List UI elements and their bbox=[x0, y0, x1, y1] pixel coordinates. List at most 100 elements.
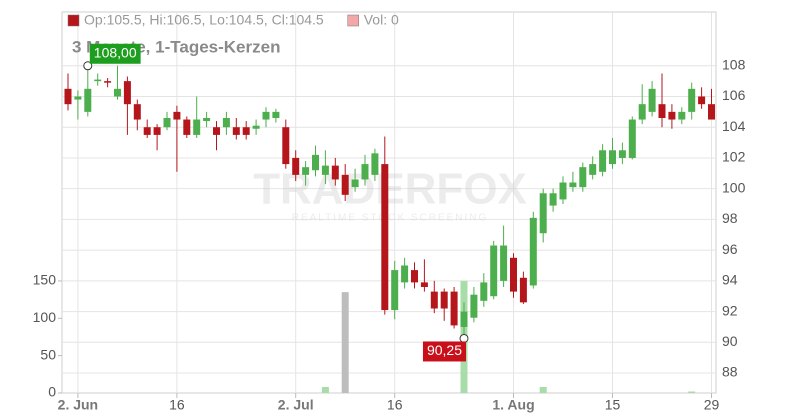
candle-body bbox=[708, 104, 715, 120]
candle-body bbox=[183, 119, 191, 135]
candle-body bbox=[688, 88, 696, 112]
x-tick-label: 16 bbox=[387, 397, 403, 413]
annotation-box bbox=[422, 341, 466, 362]
candle-body bbox=[430, 291, 438, 309]
x-tick-label: 1. Aug bbox=[492, 397, 534, 413]
candle-body bbox=[549, 193, 557, 206]
x-tick-label: 15 bbox=[605, 397, 621, 413]
volume-bar bbox=[321, 387, 329, 393]
y-tick-label: 94 bbox=[722, 272, 738, 288]
candle-body bbox=[668, 111, 676, 120]
candle-body bbox=[460, 311, 468, 327]
candle-body bbox=[529, 217, 537, 286]
legend-label: Vol: 0 bbox=[364, 12, 399, 28]
candle-body bbox=[440, 291, 448, 309]
candle-body bbox=[480, 282, 488, 301]
candle-body bbox=[381, 164, 389, 311]
y2-tick-label: 50 bbox=[40, 346, 56, 362]
y-tick-label: 108 bbox=[722, 56, 746, 72]
candle-body bbox=[411, 270, 418, 283]
candle-body bbox=[94, 79, 102, 82]
candle-body bbox=[232, 127, 240, 135]
candle-body bbox=[104, 81, 112, 83]
candle-body bbox=[539, 193, 547, 234]
candle-body bbox=[64, 88, 72, 105]
candle-body bbox=[193, 119, 201, 135]
candle-body bbox=[361, 164, 369, 180]
candle-body bbox=[579, 167, 587, 188]
annotation-label: 108,00 bbox=[94, 44, 137, 60]
y2-tick-label: 150 bbox=[33, 272, 57, 288]
grid bbox=[62, 12, 716, 393]
candle-body bbox=[331, 165, 339, 180]
candle-body bbox=[589, 164, 597, 175]
candle-body bbox=[242, 127, 250, 135]
candle-body bbox=[391, 270, 399, 311]
candle-body bbox=[678, 111, 686, 120]
candle-body bbox=[490, 245, 498, 297]
candle-body bbox=[143, 127, 151, 135]
plot-frame bbox=[61, 11, 717, 394]
candle-body bbox=[252, 125, 260, 129]
y-tick-label: 90 bbox=[722, 333, 738, 349]
candle-body bbox=[609, 150, 616, 165]
candle-body bbox=[272, 111, 280, 119]
candle-body bbox=[173, 111, 181, 120]
candle-body bbox=[262, 111, 270, 120]
candle-body bbox=[351, 179, 359, 188]
candle-body bbox=[698, 96, 706, 105]
y-tick-label: 104 bbox=[722, 118, 746, 134]
volume-bar bbox=[341, 292, 349, 393]
volume-bar bbox=[688, 391, 696, 393]
x-tick-label: 2. Jun bbox=[58, 397, 98, 413]
annotation-box bbox=[89, 43, 141, 64]
candle-body bbox=[222, 118, 230, 128]
y2-tick-label: 0 bbox=[48, 384, 56, 400]
watermark-tagline: REALTIME STOCK SCREENING bbox=[292, 213, 489, 224]
candle-body bbox=[658, 104, 666, 119]
annotation-marker bbox=[83, 61, 93, 71]
candle-body bbox=[628, 119, 636, 158]
legend-label: Op:105.5, Hi:106.5, Lo:104.5, Cl:104.5 bbox=[84, 12, 324, 28]
y-tick-label: 102 bbox=[722, 149, 746, 165]
y-tick-label: 92 bbox=[722, 302, 738, 318]
y-tick-label: 98 bbox=[722, 210, 738, 226]
candle-body bbox=[401, 265, 409, 283]
candle-body bbox=[203, 118, 211, 122]
candle-body bbox=[371, 153, 379, 175]
candle-body bbox=[292, 157, 300, 175]
legend: Op:105.5, Hi:106.5, Lo:104.5, Cl:104.5 Vo… bbox=[67, 12, 399, 28]
candle-body bbox=[638, 104, 646, 120]
legend-swatch bbox=[347, 14, 359, 27]
y-tick-label: 106 bbox=[722, 87, 746, 103]
legend-swatch bbox=[67, 14, 80, 27]
candle-body bbox=[519, 277, 527, 303]
candle-body bbox=[559, 182, 567, 200]
candle-body bbox=[470, 294, 478, 318]
candles bbox=[64, 65, 715, 339]
candle-body bbox=[84, 88, 92, 112]
watermark: TRADERFOX REALTIME STOCK SCREENING bbox=[253, 165, 527, 224]
candle-body bbox=[114, 88, 121, 97]
candle-body bbox=[213, 127, 220, 135]
candle-body bbox=[133, 104, 141, 120]
y-tick-label: 88 bbox=[722, 364, 738, 380]
annotation-label: 90,25 bbox=[427, 342, 462, 358]
candle-body bbox=[341, 174, 349, 195]
volume-bar bbox=[539, 387, 547, 393]
candle-body bbox=[123, 81, 131, 105]
candle-body bbox=[618, 150, 626, 158]
candle-body bbox=[302, 167, 310, 175]
annotations: 108,00 90,25 bbox=[83, 43, 469, 362]
x-tick-label: 16 bbox=[169, 397, 185, 413]
candle-body bbox=[420, 282, 428, 287]
x-tick-label: 29 bbox=[704, 397, 720, 413]
x-tick-label: 2. Jul bbox=[278, 397, 314, 413]
candle-body bbox=[450, 291, 458, 326]
candle-body bbox=[599, 150, 607, 172]
candle-body bbox=[163, 118, 171, 128]
candle-body bbox=[312, 154, 319, 171]
candle-body bbox=[282, 127, 290, 165]
candle-body bbox=[569, 182, 577, 188]
